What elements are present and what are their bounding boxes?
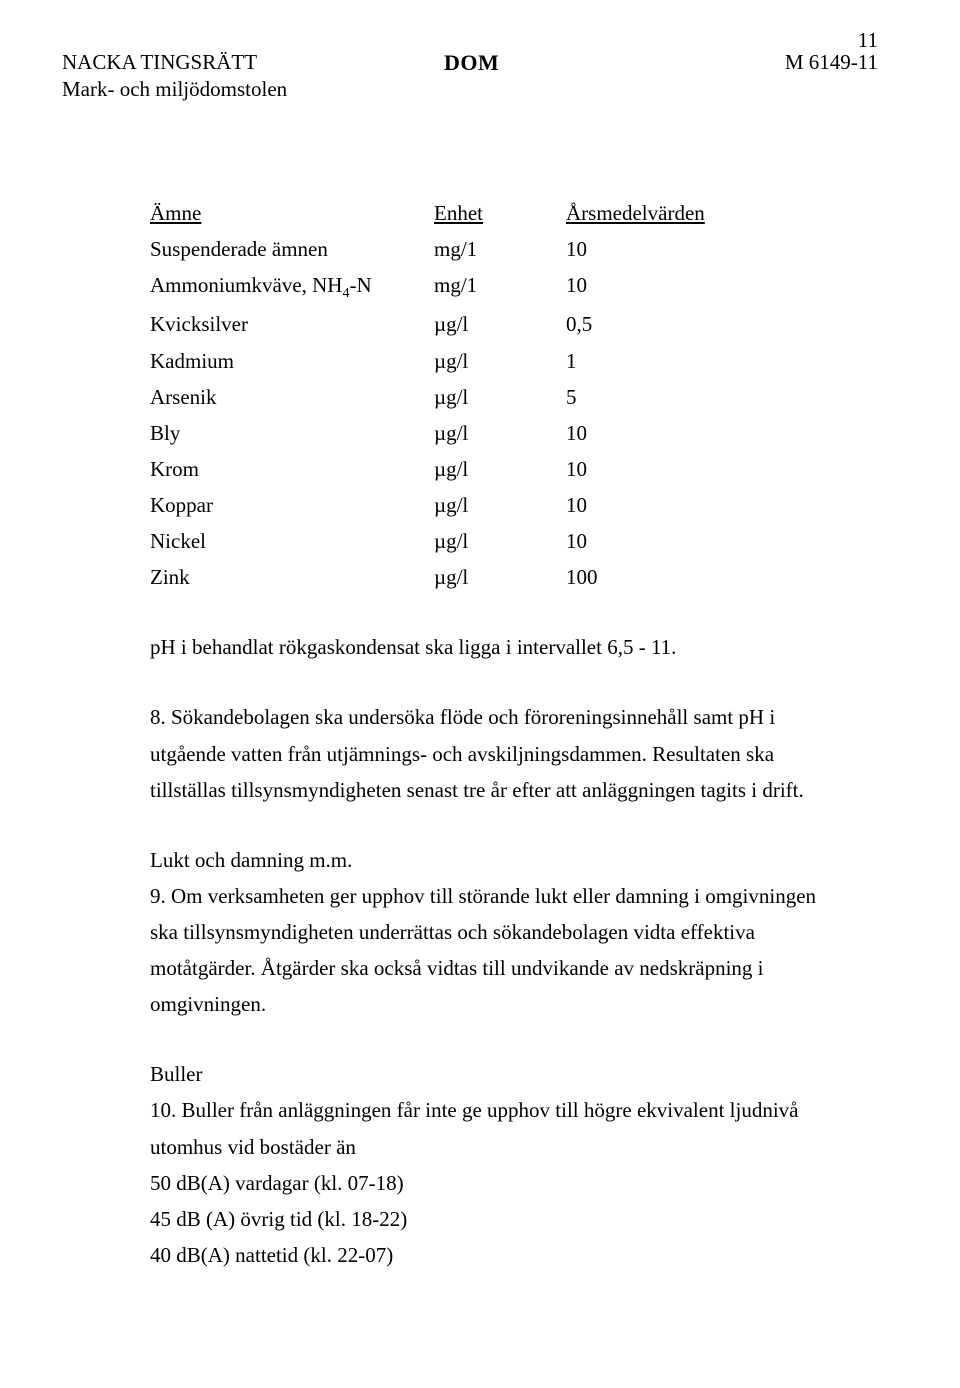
substance-name: Suspenderade ämnen (150, 231, 434, 267)
case-number: M 6149-11 (785, 50, 878, 75)
substance-unit: µg/l (434, 559, 566, 595)
noise-limit-other: 45 dB (A) övrig tid (kl. 18-22) (150, 1201, 840, 1237)
table-header-value: Årsmedelvärden (566, 195, 716, 231)
court-department: Mark- och miljödomstolen (62, 77, 878, 102)
noise-limit-night: 40 dB(A) nattetid (kl. 22-07) (150, 1237, 840, 1273)
table-row: Arsenik µg/l 5 (150, 379, 716, 415)
table-row: Kvicksilver µg/l 0,5 (150, 306, 716, 342)
heading-lukt: Lukt och damning m.m. (150, 842, 840, 878)
document-body: Ämne Enhet Årsmedelvärden Suspenderade ä… (150, 195, 840, 1273)
substance-name: Ammoniumkväve, NH4-N (150, 267, 434, 306)
page: 11 NACKA TINGSRÄTT Mark- och miljödomsto… (0, 0, 960, 1388)
table-row: Zink µg/l 100 (150, 559, 716, 595)
substance-value: 0,5 (566, 306, 716, 342)
substance-unit: µg/l (434, 306, 566, 342)
table-row: Bly µg/l 10 (150, 415, 716, 451)
paragraph-10: 10. Buller från anläggningen får inte ge… (150, 1092, 840, 1164)
substances-table: Ämne Enhet Årsmedelvärden Suspenderade ä… (150, 195, 716, 595)
substance-value: 10 (566, 487, 716, 523)
table-row: Kadmium µg/l 1 (150, 343, 716, 379)
table-row: Ammoniumkväve, NH4-N mg/1 10 (150, 267, 716, 306)
table-header-name: Ämne (150, 195, 434, 231)
substance-name: Kadmium (150, 343, 434, 379)
substance-unit: mg/1 (434, 231, 566, 267)
substance-name: Kvicksilver (150, 306, 434, 342)
substance-value: 10 (566, 267, 716, 306)
substance-name: Krom (150, 451, 434, 487)
judgment-title: DOM (444, 50, 499, 76)
substance-value: 10 (566, 415, 716, 451)
substance-unit: µg/l (434, 415, 566, 451)
substance-unit: µg/l (434, 343, 566, 379)
substance-name: Zink (150, 559, 434, 595)
heading-buller: Buller (150, 1056, 840, 1092)
substance-name: Nickel (150, 523, 434, 559)
substance-name: Arsenik (150, 379, 434, 415)
substance-unit: µg/l (434, 487, 566, 523)
substance-unit: µg/l (434, 451, 566, 487)
substance-unit: mg/1 (434, 267, 566, 306)
paragraph-9: 9. Om verksamheten ger upphov till störa… (150, 878, 840, 1022)
table-row: Koppar µg/l 10 (150, 487, 716, 523)
substance-name: Bly (150, 415, 434, 451)
substance-value: 10 (566, 451, 716, 487)
table-row: Krom µg/l 10 (150, 451, 716, 487)
table-row: Suspenderade ämnen mg/1 10 (150, 231, 716, 267)
table-header-unit: Enhet (434, 195, 566, 231)
substance-value: 10 (566, 231, 716, 267)
noise-limit-day: 50 dB(A) vardagar (kl. 07-18) (150, 1165, 840, 1201)
table-header-row: Ämne Enhet Årsmedelvärden (150, 195, 716, 231)
substance-unit: µg/l (434, 523, 566, 559)
table-row: Nickel µg/l 10 (150, 523, 716, 559)
substance-value: 100 (566, 559, 716, 595)
substance-value: 10 (566, 523, 716, 559)
substance-value: 1 (566, 343, 716, 379)
substance-value: 5 (566, 379, 716, 415)
substance-name: Koppar (150, 487, 434, 523)
substance-unit: µg/l (434, 379, 566, 415)
paragraph-8: 8. Sökandebolagen ska undersöka flöde oc… (150, 699, 840, 807)
paragraph-ph: pH i behandlat rökgaskondensat ska ligga… (150, 629, 840, 665)
